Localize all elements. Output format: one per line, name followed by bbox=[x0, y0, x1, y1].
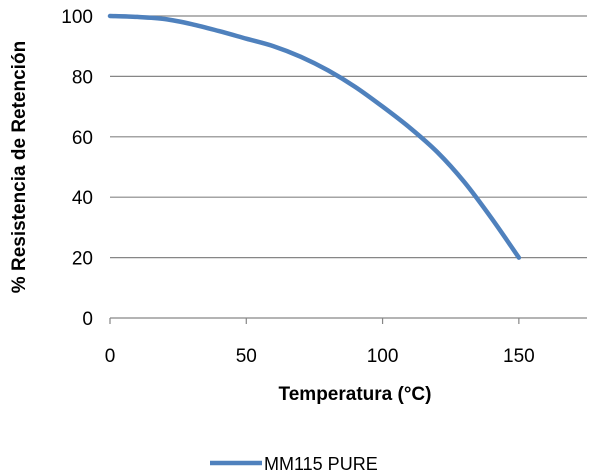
x-tick-label-0: 0 bbox=[105, 346, 116, 367]
x-axis-ticks bbox=[109, 318, 520, 324]
y-tick-label-40: 40 bbox=[72, 188, 93, 209]
y-axis-title: % Resistencia de Retención bbox=[9, 41, 30, 293]
x-tick-label-50: 50 bbox=[236, 346, 257, 367]
y-tick-label-0: 0 bbox=[82, 309, 93, 330]
legend-label: MM115 PURE bbox=[264, 454, 378, 474]
series-layer bbox=[107, 13, 522, 260]
series-line-0 bbox=[107, 13, 522, 260]
x-axis-title: Temperatura (°C) bbox=[279, 384, 432, 405]
x-tick-label-150: 150 bbox=[503, 346, 535, 367]
x-tick-label-100: 100 bbox=[367, 346, 399, 367]
legend: MM115 PURE bbox=[210, 454, 378, 474]
gridlines bbox=[110, 15, 587, 259]
y-axis-tick-labels: 0 20 40 60 80 100 bbox=[61, 7, 93, 330]
y-tick-label-80: 80 bbox=[72, 67, 93, 88]
x-axis-tick-labels: 0 50 100 150 bbox=[105, 346, 535, 367]
y-tick-label-20: 20 bbox=[72, 249, 93, 270]
y-tick-label-60: 60 bbox=[72, 128, 93, 149]
y-tick-label-100: 100 bbox=[61, 7, 93, 28]
